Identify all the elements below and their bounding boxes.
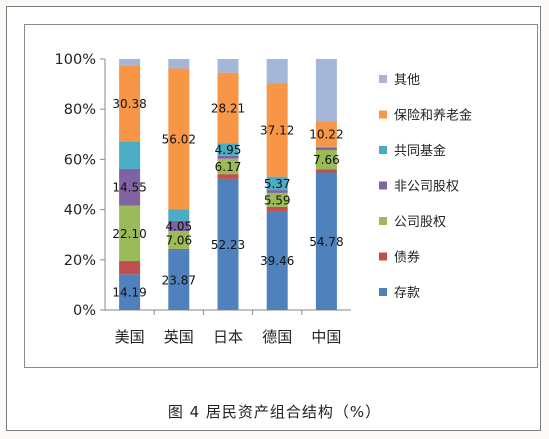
data-label: 22.10 [112, 227, 146, 241]
axes: 0% 20% 40% 60% 80% 100% 美国 英国 日本 德国 中国 [55, 52, 351, 346]
y-tick-label: 0% [73, 303, 96, 319]
legend-label: 债券 [394, 250, 420, 266]
y-tick-label: 40% [64, 203, 96, 219]
bar-segment [315, 121, 337, 147]
bar-segment [266, 59, 288, 84]
data-label: 5.59 [264, 193, 291, 207]
bar-segment [266, 210, 288, 310]
data-label: 7.06 [165, 233, 192, 247]
data-labels: 14.19 22.10 14.55 30.38 23.87 7.064.05 56.02 52… [112, 97, 343, 300]
legend-label: 非公司股权 [394, 179, 459, 195]
legend-swatch [379, 110, 387, 119]
legend-swatch [379, 146, 387, 154]
data-label: 14.19 [112, 286, 146, 300]
legend-label: 其他 [394, 73, 420, 88]
bar-segment [168, 209, 190, 221]
bar-segment [119, 59, 141, 66]
data-label: 52.23 [211, 238, 245, 252]
bar-segment [315, 59, 337, 122]
legend-label: 存款 [394, 286, 420, 301]
data-label: 10.22 [309, 127, 343, 141]
bar-segment [315, 172, 337, 310]
bar-segment [119, 168, 141, 206]
bar-segment [217, 59, 239, 73]
data-label: 5.37 [264, 177, 291, 191]
bar-segment [315, 146, 337, 149]
data-label: 37.12 [260, 124, 294, 138]
data-label: 6.17 [215, 160, 242, 174]
bar-segment [315, 150, 337, 170]
data-label: 56.02 [162, 132, 196, 146]
bar-segment [119, 274, 141, 310]
bar-segment [168, 220, 190, 232]
data-label: 39.46 [260, 254, 294, 268]
y-tick-label: 100% [55, 52, 96, 68]
x-tick-label: 英国 [164, 328, 194, 346]
data-label: 4.95 [215, 143, 242, 157]
bar-segment [119, 205, 141, 262]
data-label: 28.21 [211, 102, 245, 116]
stacked-bar-chart: 0%20%40%60%80%100%美国 英国 日本 德国 中国 14.1922.101… [55, 52, 472, 346]
x-tick-label: 中国 [311, 328, 341, 346]
y-tick-label: 60% [64, 152, 96, 168]
data-label: 30.38 [112, 97, 146, 111]
y-tick-label: 80% [64, 102, 96, 118]
bar-segment [217, 143, 239, 156]
chart-border [24, 24, 538, 368]
bar-segment [217, 178, 239, 310]
bar-segment [266, 192, 288, 207]
bar-segment [266, 176, 288, 191]
bar-segment [217, 158, 239, 175]
bar-segment [168, 59, 190, 69]
bar-segment [119, 65, 141, 142]
data-label: 23.87 [162, 274, 196, 288]
legend-swatch [379, 217, 387, 225]
y-tick-label: 20% [64, 253, 96, 269]
bar-segment [266, 206, 288, 211]
bar-segment [266, 190, 288, 193]
data-label: 54.78 [309, 235, 343, 249]
bar-segment [217, 174, 239, 179]
bar-segment [217, 155, 239, 159]
bar-segment [168, 250, 190, 310]
figure-caption: 图 4 居民资产组合结构（%） [167, 403, 382, 421]
legend-swatch [379, 288, 387, 296]
x-tick-label: 德国 [262, 328, 292, 346]
bar-segment [168, 231, 190, 249]
bar-segment [266, 83, 288, 177]
x-tick-label: 日本 [213, 328, 243, 346]
legend-swatch [379, 75, 387, 83]
bar-segment [315, 148, 337, 151]
x-tick-label: 美国 [115, 328, 145, 346]
legend-swatch [379, 252, 387, 261]
figure-frame: 0% 20% 40% 60% 80% 100% 美国 英国 日本 德国 中国 14.19 22.10 1… [6, 6, 541, 431]
data-label: 4.05 [165, 220, 192, 234]
bar-segment [168, 248, 190, 251]
bars [119, 59, 337, 310]
bar-segment [217, 72, 239, 144]
bar-segment [315, 169, 337, 173]
data-label: 7.66 [313, 153, 340, 167]
bar-segment [119, 141, 141, 169]
legend-label: 公司股权 [394, 214, 446, 230]
legend-label: 共同基金 [394, 143, 446, 159]
legend-label: 保险和养老金 [394, 108, 472, 124]
legend-swatch [379, 181, 387, 190]
bar-segment [168, 68, 190, 210]
bar-segment [119, 261, 141, 275]
data-label: 14.55 [112, 181, 146, 195]
